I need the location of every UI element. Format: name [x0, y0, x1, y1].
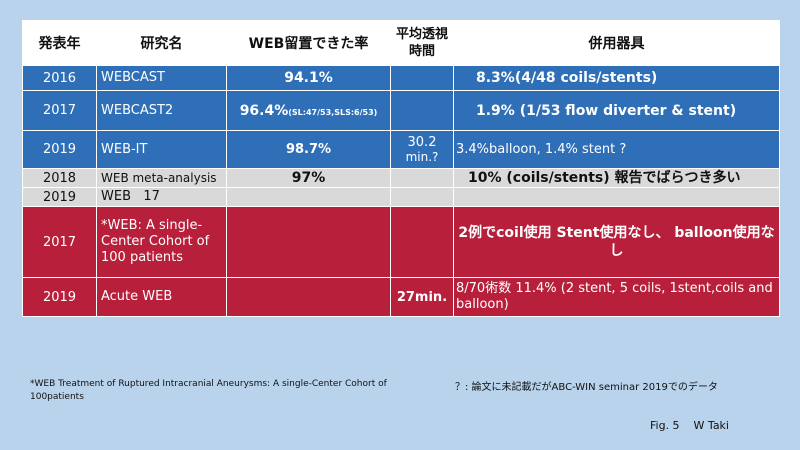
header-study: 研究名: [96, 20, 227, 66]
figure-caption: Fig. 5 W Taki: [650, 419, 729, 432]
cell-time: 27min.: [390, 277, 454, 317]
cell-rate: 96.4%(SL:47/53,SLS:6/53): [226, 90, 391, 131]
cell-rate: [226, 206, 391, 278]
cell-devices: 8.3%(4/48 coils/stents): [453, 65, 780, 91]
cell-devices: 3.4%balloon, 1.4% stent ?: [453, 130, 780, 169]
table-row: 2018 WEB meta-analysis 97% 10% (coils/st…: [22, 168, 780, 188]
table-row: 2019 WEB 17: [22, 187, 780, 207]
header-year: 発表年: [22, 20, 97, 66]
table-row: 2019 Acute WEB 27min. 8/70術数 11.4% (2 st…: [22, 277, 780, 317]
rate-sub: (SL:47/53,SLS:6/53): [288, 107, 378, 117]
time-line-2: min.?: [405, 149, 439, 164]
cell-study: WEB meta-analysis: [96, 168, 227, 188]
data-source-note: ？: 論文に未記載だがABC-WIN seminar 2019でのデータ: [455, 382, 718, 393]
cell-devices: [453, 187, 780, 207]
cell-year: 2019: [22, 277, 97, 317]
cell-rate: [226, 277, 391, 317]
cell-time: [390, 90, 454, 131]
table-row: 2017 WEBCAST2 96.4%(SL:47/53,SLS:6/53) 1…: [22, 90, 780, 131]
cell-time: [390, 168, 454, 188]
header-devices: 併用器具: [453, 20, 780, 66]
cell-study: WEB-IT: [96, 130, 227, 169]
table-row: 2017 *WEB: A single-Center Cohort of 100…: [22, 206, 780, 278]
cell-year: 2019: [22, 187, 97, 207]
cell-time: [390, 206, 454, 278]
table-row: 2016 WEBCAST 94.1% 8.3%(4/48 coils/stent…: [22, 65, 780, 91]
cell-study: Acute WEB: [96, 277, 227, 317]
footnote: *WEB Treatment of Ruptured Intracranial …: [30, 379, 387, 402]
cell-year: 2017: [22, 90, 97, 131]
cell-devices: 8/70術数 11.4% (2 stent, 5 coils, 1stent,c…: [453, 277, 780, 317]
table-row: 2019 WEB-IT 98.7% 30.2 min.? 3.4%balloon…: [22, 130, 780, 169]
cell-year: 2019: [22, 130, 97, 169]
time-line-1: 30.2: [407, 134, 437, 150]
cell-study: WEBCAST2: [96, 90, 227, 131]
header-rate: WEB留置できた率: [226, 20, 391, 66]
cell-rate: [226, 187, 391, 207]
header-time: 平均透視時間: [390, 20, 454, 66]
cell-year: 2018: [22, 168, 97, 188]
rate-main: 96.4%: [239, 102, 289, 119]
cell-study: WEB 17: [96, 187, 227, 207]
cell-devices: 1.9% (1/53 flow diverter & stent): [453, 90, 780, 131]
cell-time: 30.2 min.?: [390, 130, 454, 169]
cell-study: WEBCAST: [96, 65, 227, 91]
cell-devices: 10% (coils/stents) 報告でばらつき多い: [453, 168, 780, 188]
cell-rate: 98.7%: [226, 130, 391, 169]
cell-rate: 97%: [226, 168, 391, 188]
table-header-row: 発表年 研究名 WEB留置できた率 平均透視時間 併用器具: [22, 20, 780, 66]
cell-year: 2016: [22, 65, 97, 91]
cell-time: [390, 187, 454, 207]
cell-devices: 2例でcoil使用 Stent使用なし、 balloon使用なし: [453, 206, 780, 278]
cell-time: [390, 65, 454, 91]
cell-study: *WEB: A single-Center Cohort of 100 pati…: [96, 206, 227, 278]
cell-rate: 94.1%: [226, 65, 391, 91]
comparison-table: 発表年 研究名 WEB留置できた率 平均透視時間 併用器具 2016 WEBCA…: [22, 20, 780, 317]
cell-year: 2017: [22, 206, 97, 278]
